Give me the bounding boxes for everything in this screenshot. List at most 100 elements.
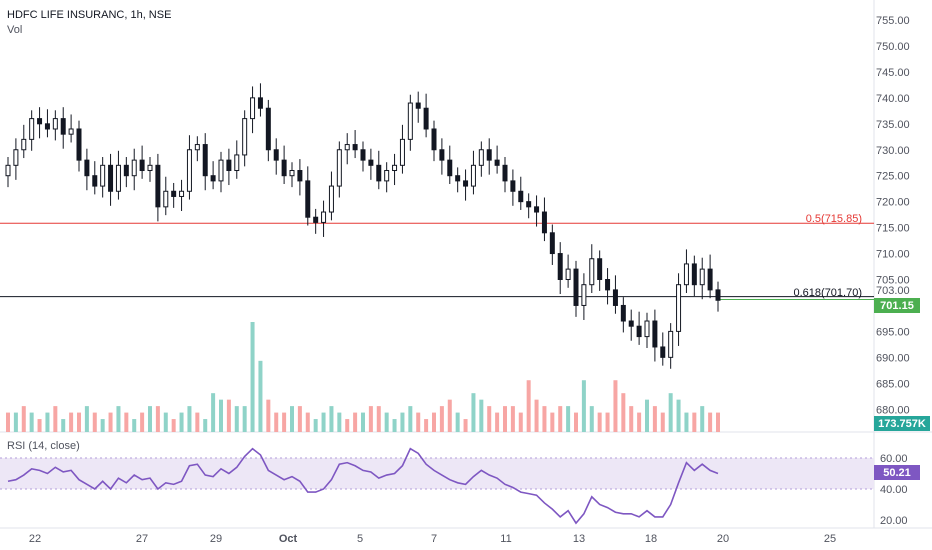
- volume-bar: [416, 412, 421, 432]
- time-axis[interactable]: 22 27 29 Oct 5 7 11 13 18 20 25: [29, 533, 836, 545]
- volume-bar: [455, 412, 460, 432]
- candle: [218, 151, 224, 193]
- volume-bar: [124, 412, 129, 432]
- price-tick-label: 710.00: [876, 249, 910, 261]
- candle: [194, 136, 200, 162]
- price-tick-label: 755.00: [876, 15, 910, 27]
- price-tick-label: 750.00: [876, 41, 910, 53]
- candle: [431, 120, 437, 162]
- candle: [115, 150, 121, 200]
- volume-bar: [282, 412, 287, 432]
- candle: [549, 224, 555, 265]
- volume-bar: [116, 406, 121, 432]
- volume-bar: [53, 406, 58, 432]
- candle: [502, 157, 508, 193]
- volume-bar: [376, 406, 381, 432]
- candle: [715, 281, 721, 312]
- volume-bar: [660, 412, 665, 432]
- candle: [668, 323, 674, 369]
- candle: [29, 110, 35, 151]
- candle: [486, 138, 492, 175]
- price-badge-text: 701.15: [880, 300, 914, 312]
- price-tick-label: 725.00: [876, 171, 910, 183]
- candle: [131, 148, 137, 191]
- volume-bar: [155, 406, 160, 432]
- volume-bar: [708, 412, 713, 432]
- volume-bar: [700, 406, 705, 432]
- volume-bar: [345, 419, 350, 432]
- volume-bar: [274, 412, 279, 432]
- volume-bar: [171, 419, 176, 432]
- volume-bar: [629, 406, 634, 432]
- candle: [470, 150, 476, 195]
- volume-bar: [6, 412, 10, 432]
- fib-05-label: 0.5(715.85): [806, 213, 862, 225]
- candle: [328, 171, 334, 221]
- volume-label: Vol: [7, 24, 22, 36]
- price-tick-label: 730.00: [876, 145, 910, 157]
- volume-bar: [384, 412, 389, 432]
- volume-bar: [471, 393, 476, 432]
- candle: [376, 150, 382, 190]
- volume-bar: [250, 322, 255, 432]
- candle: [415, 91, 421, 123]
- rsi-line-group: [7, 447, 719, 525]
- price-tick-label: 680.00: [876, 404, 910, 416]
- time-tick-label: 29: [210, 533, 222, 545]
- candle: [557, 242, 563, 295]
- candle: [699, 257, 705, 300]
- candle: [281, 145, 287, 185]
- volume-bar: [574, 412, 578, 432]
- candle: [297, 159, 303, 196]
- time-tick-label: 18: [645, 533, 657, 545]
- volume-bar: [361, 412, 365, 432]
- volume-bar: [637, 412, 642, 432]
- volume-bar: [542, 406, 547, 432]
- rsi-tick-label: 20.00: [880, 515, 908, 527]
- volume-bar: [408, 406, 413, 432]
- time-tick-label: 5: [357, 533, 363, 545]
- candle: [439, 138, 445, 175]
- price-axis[interactable]: 755.00 750.00 745.00 740.00 735.00 730.00 725.…: [876, 15, 910, 416]
- volume-bar: [510, 406, 515, 432]
- volume-bar: [447, 399, 452, 432]
- candle: [147, 157, 153, 182]
- candle: [518, 176, 524, 210]
- volume-bar: [534, 399, 539, 432]
- volume-bar: [716, 412, 720, 432]
- price-badge: [874, 298, 920, 313]
- time-tick-label: 20: [717, 533, 729, 545]
- candle: [384, 162, 390, 193]
- volume-bar: [463, 419, 468, 432]
- candle: [534, 195, 540, 227]
- price-tick-label: 745.00: [876, 67, 910, 79]
- price-tick-label: 690.00: [876, 352, 910, 364]
- candle: [37, 107, 43, 139]
- candle: [305, 166, 311, 226]
- volume-bar: [613, 380, 618, 432]
- candle: [652, 309, 658, 362]
- candle: [210, 161, 216, 190]
- volume-bar: [337, 412, 342, 432]
- volume-bar: [605, 412, 610, 432]
- volume-bar: [290, 406, 294, 432]
- candle: [691, 255, 697, 297]
- candle: [92, 161, 98, 195]
- candle: [494, 145, 500, 174]
- volume-bar: [45, 412, 50, 432]
- candle: [605, 268, 611, 305]
- candle: [660, 332, 666, 366]
- candle: [447, 145, 453, 185]
- volume-bar: [439, 406, 444, 432]
- volume-bar: [179, 412, 184, 432]
- volume-bar: [242, 406, 247, 432]
- rsi-axis[interactable]: 60.00 40.00 20.00: [880, 453, 908, 527]
- volume-bar: [13, 412, 18, 432]
- candle: [510, 169, 516, 206]
- candle: [250, 86, 256, 134]
- candle: [352, 130, 358, 159]
- volume-bar: [211, 393, 216, 432]
- candle: [76, 120, 82, 172]
- volume-bar: [69, 412, 74, 432]
